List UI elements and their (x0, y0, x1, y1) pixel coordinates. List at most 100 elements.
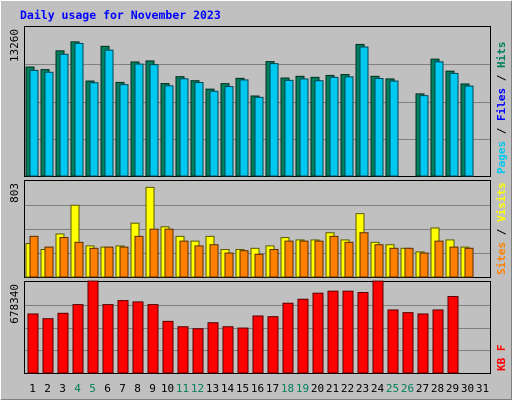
panel-top-bar-files (134, 63, 144, 177)
legend-entry: / (495, 74, 508, 88)
x-tick-label: 17 (266, 382, 279, 395)
chart-title: Daily usage for November 2023 (20, 8, 221, 22)
panel-middle-bar-sites (314, 240, 324, 278)
x-tick-label: 28 (431, 382, 444, 395)
x-tick-label: 6 (104, 382, 111, 395)
panel-bottom-bar-kbytes (297, 298, 309, 374)
panel-bottom-bar-kbytes (117, 300, 129, 374)
x-tick-label: 26 (401, 382, 414, 395)
panel-middle-bar-sites (359, 232, 369, 278)
legend-entry: Visits (495, 182, 508, 228)
x-tick-label: 12 (191, 382, 204, 395)
x-tick-label: 1 (29, 382, 36, 395)
legend-entry: Files (495, 88, 508, 128)
x-tick-label: 10 (161, 382, 174, 395)
panel-bottom-bar-kbytes (372, 280, 384, 374)
x-tick-label: 21 (326, 382, 339, 395)
panel-top-bar-files (89, 82, 99, 177)
x-tick-label: 31 (476, 382, 489, 395)
panel-top-bar-files (344, 76, 354, 177)
panel-top-bar-files (44, 71, 54, 177)
panel-bottom-bar-kbytes (267, 316, 279, 374)
panel-bottom-ymax-label: 678340 (8, 284, 21, 324)
panel-top-bar-files (299, 78, 309, 177)
panel-middle-bar-sites (224, 252, 234, 278)
panel-top-bar-files (29, 69, 39, 177)
panel-top-border (24, 26, 491, 177)
panel-bottom-bar-kbytes (432, 309, 444, 374)
x-tick-label: 3 (59, 382, 66, 395)
panel-middle-bar-sites (299, 240, 309, 278)
legend-entry: KB F (495, 345, 508, 372)
panel-bottom-border (24, 281, 491, 374)
panel-top-bar-files (179, 78, 189, 177)
panel-top-bar-files (194, 82, 204, 177)
panel-bottom-bar-kbytes (57, 312, 69, 374)
panel-middle-bar-sites (29, 235, 39, 278)
x-tick-label: 23 (356, 382, 369, 395)
panel-top-legend: Pages / Files / Hits (495, 42, 508, 175)
legend-entry: Pages (495, 141, 508, 174)
panel-top-bar-files (224, 86, 234, 177)
x-tick-label: 27 (416, 382, 429, 395)
x-tick-label: 9 (149, 382, 156, 395)
x-tick-label: 20 (311, 382, 324, 395)
panel-bottom-bar-kbytes (192, 328, 204, 374)
panel-top-bar-files (209, 90, 219, 177)
panel-bottom-bar-kbytes (162, 320, 174, 374)
panel-middle-bar-sites (449, 246, 459, 278)
x-tick-label: 5 (89, 382, 96, 395)
panel-bottom-bar-kbytes (237, 327, 249, 374)
panel-top-bar-files (389, 80, 399, 177)
panel-top-bar-files (104, 49, 114, 177)
legend-entry: Hits (495, 42, 508, 75)
x-tick-label: 4 (74, 382, 81, 395)
panel-middle-bar-sites (404, 247, 414, 278)
panel-bottom-bar-kbytes (252, 315, 264, 374)
panel-top-bar-files (254, 96, 264, 177)
x-tick-label: 8 (134, 382, 141, 395)
panel-top-bar-files (149, 64, 159, 177)
panel-bottom-bar-kbytes (357, 292, 369, 374)
x-tick-label: 7 (119, 382, 126, 395)
panel-bottom-bar-kbytes (417, 313, 429, 374)
panel-middle-bar-sites (434, 240, 444, 278)
panel-top-bar-files (119, 84, 129, 177)
panel-middle-bar-sites (464, 247, 474, 278)
panel-middle-bar-sites (374, 244, 384, 278)
panel-top-ymax-label: 13260 (8, 29, 21, 62)
panel-middle-bar-sites (164, 228, 174, 278)
x-tick-label: 19 (296, 382, 309, 395)
panel-bottom-bar-kbytes (387, 309, 399, 374)
x-tick-label: 22 (341, 382, 354, 395)
panel-middle-bar-sites (194, 245, 204, 278)
panel-bottom-bar-kbytes (402, 312, 414, 374)
panel-bottom-bar-kbytes (207, 322, 219, 374)
panel-top-bar-files (314, 80, 324, 177)
x-tick-label: 14 (221, 382, 235, 395)
panel-middle-bar-sites (104, 246, 114, 278)
x-tick-label: 15 (236, 382, 249, 395)
panel-bottom-bar-kbytes (177, 326, 189, 374)
panel-middle-bar-sites (119, 246, 129, 278)
panel-bottom-bar-kbytes (147, 304, 159, 374)
x-tick-label: 13 (206, 382, 219, 395)
panel-middle-bar-sites (179, 240, 189, 278)
panel-top-bar-files (164, 85, 174, 177)
panel-bottom-bar-kbytes (132, 301, 144, 374)
panel-top-bar-files (74, 42, 84, 177)
panel-top-bar-files (269, 63, 279, 177)
x-tick-label: 11 (176, 382, 189, 395)
panel-middle-bar-sites (419, 252, 429, 278)
panel-middle-bar-sites (134, 235, 144, 278)
panel-bottom-bar-kbytes (327, 290, 339, 374)
panel-bottom-bar-kbytes (102, 304, 114, 374)
panel-middle-bar-sites (389, 247, 399, 278)
panel-middle-bar-sites (89, 247, 99, 278)
panel-top-bar-files (359, 46, 369, 177)
panel-top-bar-files (59, 53, 69, 177)
panel-top-bar-files (284, 79, 294, 177)
x-tick-label: 16 (251, 382, 264, 395)
